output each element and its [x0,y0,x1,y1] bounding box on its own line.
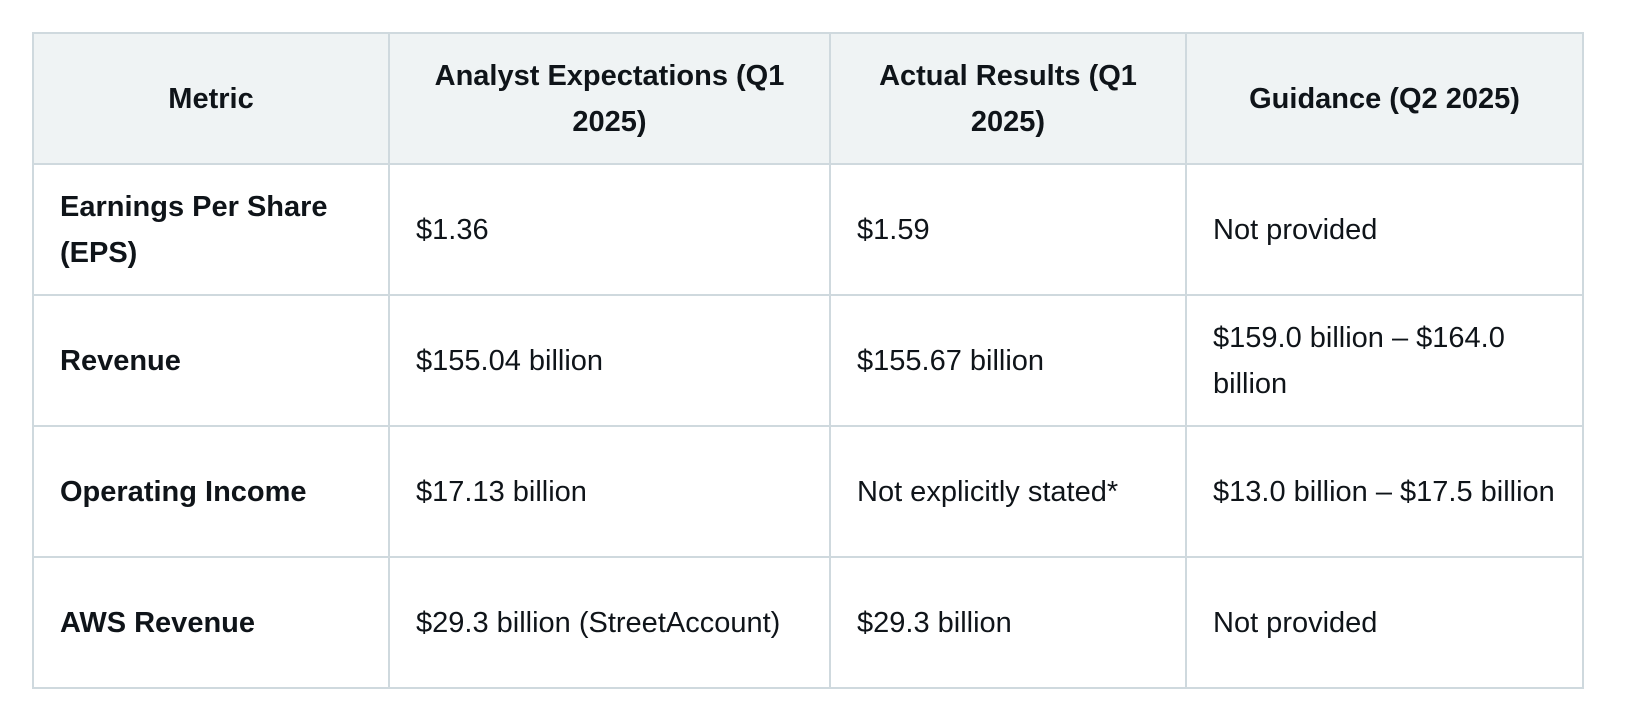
earnings-comparison-table: Metric Analyst Expectations (Q1 2025) Ac… [32,32,1584,689]
table-body: Earnings Per Share (EPS) $1.36 $1.59 Not… [32,163,1584,689]
cell-guidance: Not provided [1185,556,1584,689]
cell-actual-result: Not explicitly stated* [829,425,1187,558]
cell-guidance: Not provided [1185,163,1584,296]
cell-analyst-expectation: $155.04 billion [388,294,831,427]
header-analyst-expectations: Analyst Expectations (Q1 2025) [388,32,831,165]
header-actual-results: Actual Results (Q1 2025) [829,32,1187,165]
table-row: Revenue $155.04 billion $155.67 billion … [32,294,1584,427]
table-row: Earnings Per Share (EPS) $1.36 $1.59 Not… [32,163,1584,296]
cell-actual-result: $29.3 billion [829,556,1187,689]
cell-guidance: $13.0 billion – $17.5 billion [1185,425,1584,558]
cell-guidance: $159.0 billion – $164.0 billion [1185,294,1584,427]
cell-actual-result: $1.59 [829,163,1187,296]
table-row: AWS Revenue $29.3 billion (StreetAccount… [32,556,1584,689]
cell-analyst-expectation: $17.13 billion [388,425,831,558]
header-row: Metric Analyst Expectations (Q1 2025) Ac… [32,32,1584,165]
comparison-table-container: Metric Analyst Expectations (Q1 2025) Ac… [32,32,1584,689]
row-metric-label: AWS Revenue [32,556,390,689]
table-header: Metric Analyst Expectations (Q1 2025) Ac… [32,32,1584,165]
row-metric-label: Operating Income [32,425,390,558]
table-row: Operating Income $17.13 billion Not expl… [32,425,1584,558]
cell-analyst-expectation: $1.36 [388,163,831,296]
row-metric-label: Earnings Per Share (EPS) [32,163,390,296]
header-metric: Metric [32,32,390,165]
cell-analyst-expectation: $29.3 billion (StreetAccount) [388,556,831,689]
header-guidance: Guidance (Q2 2025) [1185,32,1584,165]
row-metric-label: Revenue [32,294,390,427]
cell-actual-result: $155.67 billion [829,294,1187,427]
